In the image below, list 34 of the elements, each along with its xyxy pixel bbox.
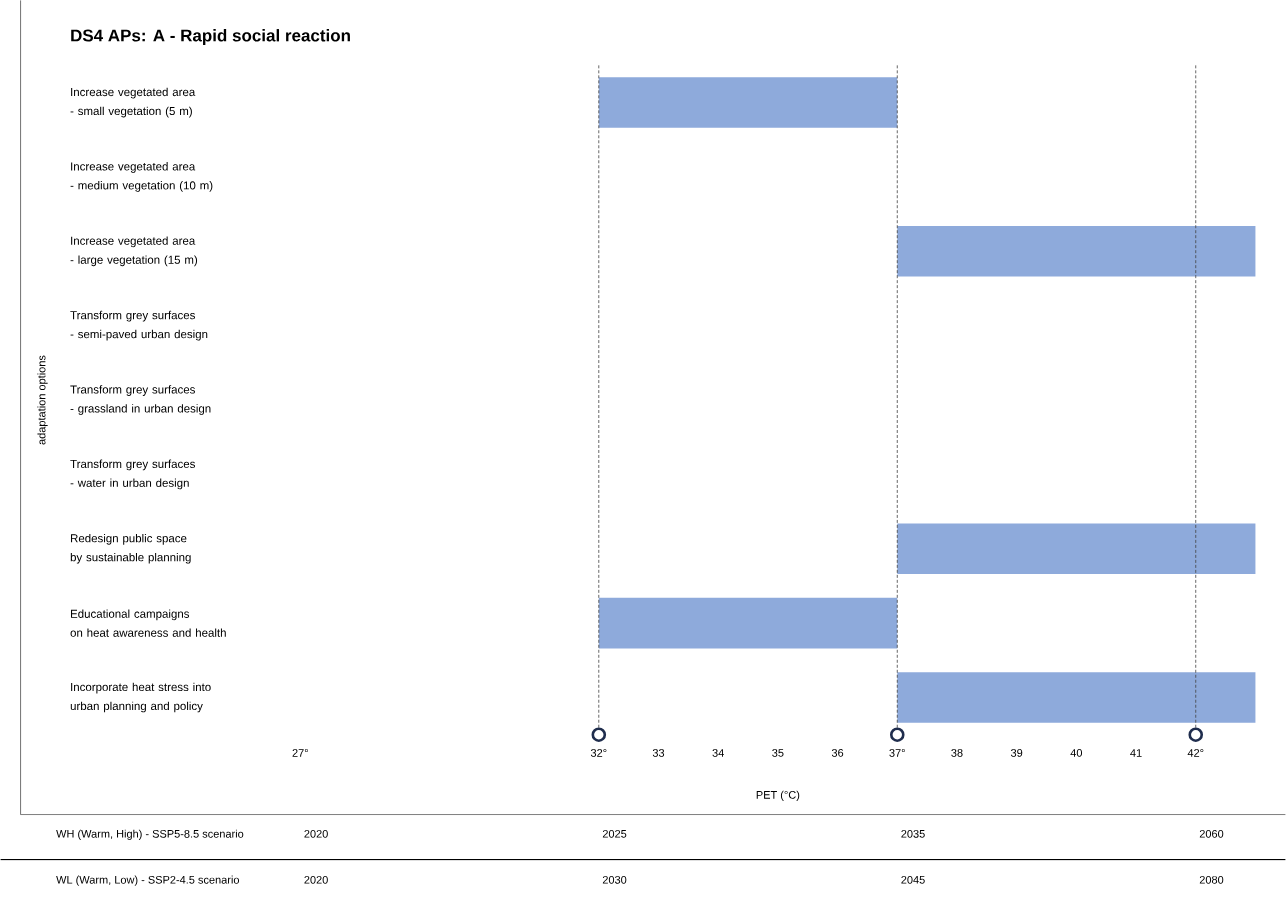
y-tick-label: Increase vegetated area - large vegetation (15 m) (70, 236, 198, 267)
y-tick-label: Transform grey surfaces - grassland in urban design (70, 385, 211, 416)
y-tick-label: Increase vegetated area - small vegetation (5 m) (70, 87, 196, 118)
y-tick-label: Educational campaigns on heat awareness and health (70, 609, 226, 638)
text: 2030 (602, 876, 627, 884)
y-tick-label: Incorporate heat stress into urban planning and policy (70, 682, 211, 713)
x-tick-label: 39 (1010, 749, 1023, 758)
x-tick-label: 36 (831, 749, 844, 758)
text: 2020 (304, 876, 328, 884)
text: WH (Warm, High) - SSP5-8.5 scenario (56, 829, 244, 841)
x-tick-label: 40 (1070, 749, 1083, 758)
chart-title: DS4 APs: A - Rapid social reaction (71, 29, 350, 46)
x-tick-label: 37° (889, 749, 905, 758)
x-tick-label: 27° (292, 749, 308, 757)
x-tick-label: 38 (951, 749, 963, 758)
text: 2045 (901, 876, 925, 884)
y-tick-label: Transform grey surfaces - water in urban design (70, 459, 195, 490)
x-tick-label: 32° (590, 749, 607, 758)
y-axis-title: adaptation options (37, 355, 48, 445)
x-tick-label: 33 (652, 749, 665, 758)
text: 2035 (901, 830, 925, 838)
x-tick-label: 42° (1187, 749, 1204, 757)
y-tick-label: Redesign public space by sustainable planning (70, 534, 191, 564)
y-tick-label: Transform grey surfaces - semi-paved urban design (70, 311, 208, 341)
y-tick-label: Increase vegetated area - medium vegetation (10 m) (70, 162, 213, 192)
x-axis-title: PET (°C) (756, 790, 800, 802)
text: 2080 (1199, 876, 1224, 884)
text: 2025 (602, 830, 627, 838)
text: 2060 (1199, 830, 1224, 838)
text: 2020 (304, 830, 328, 838)
text: WL (Warm, Low) - SSP2-4.5 scenario (56, 875, 240, 887)
x-tick-label: 41 (1130, 749, 1142, 757)
x-tick-label: 34 (712, 749, 724, 758)
x-tick-label: 35 (772, 749, 784, 758)
